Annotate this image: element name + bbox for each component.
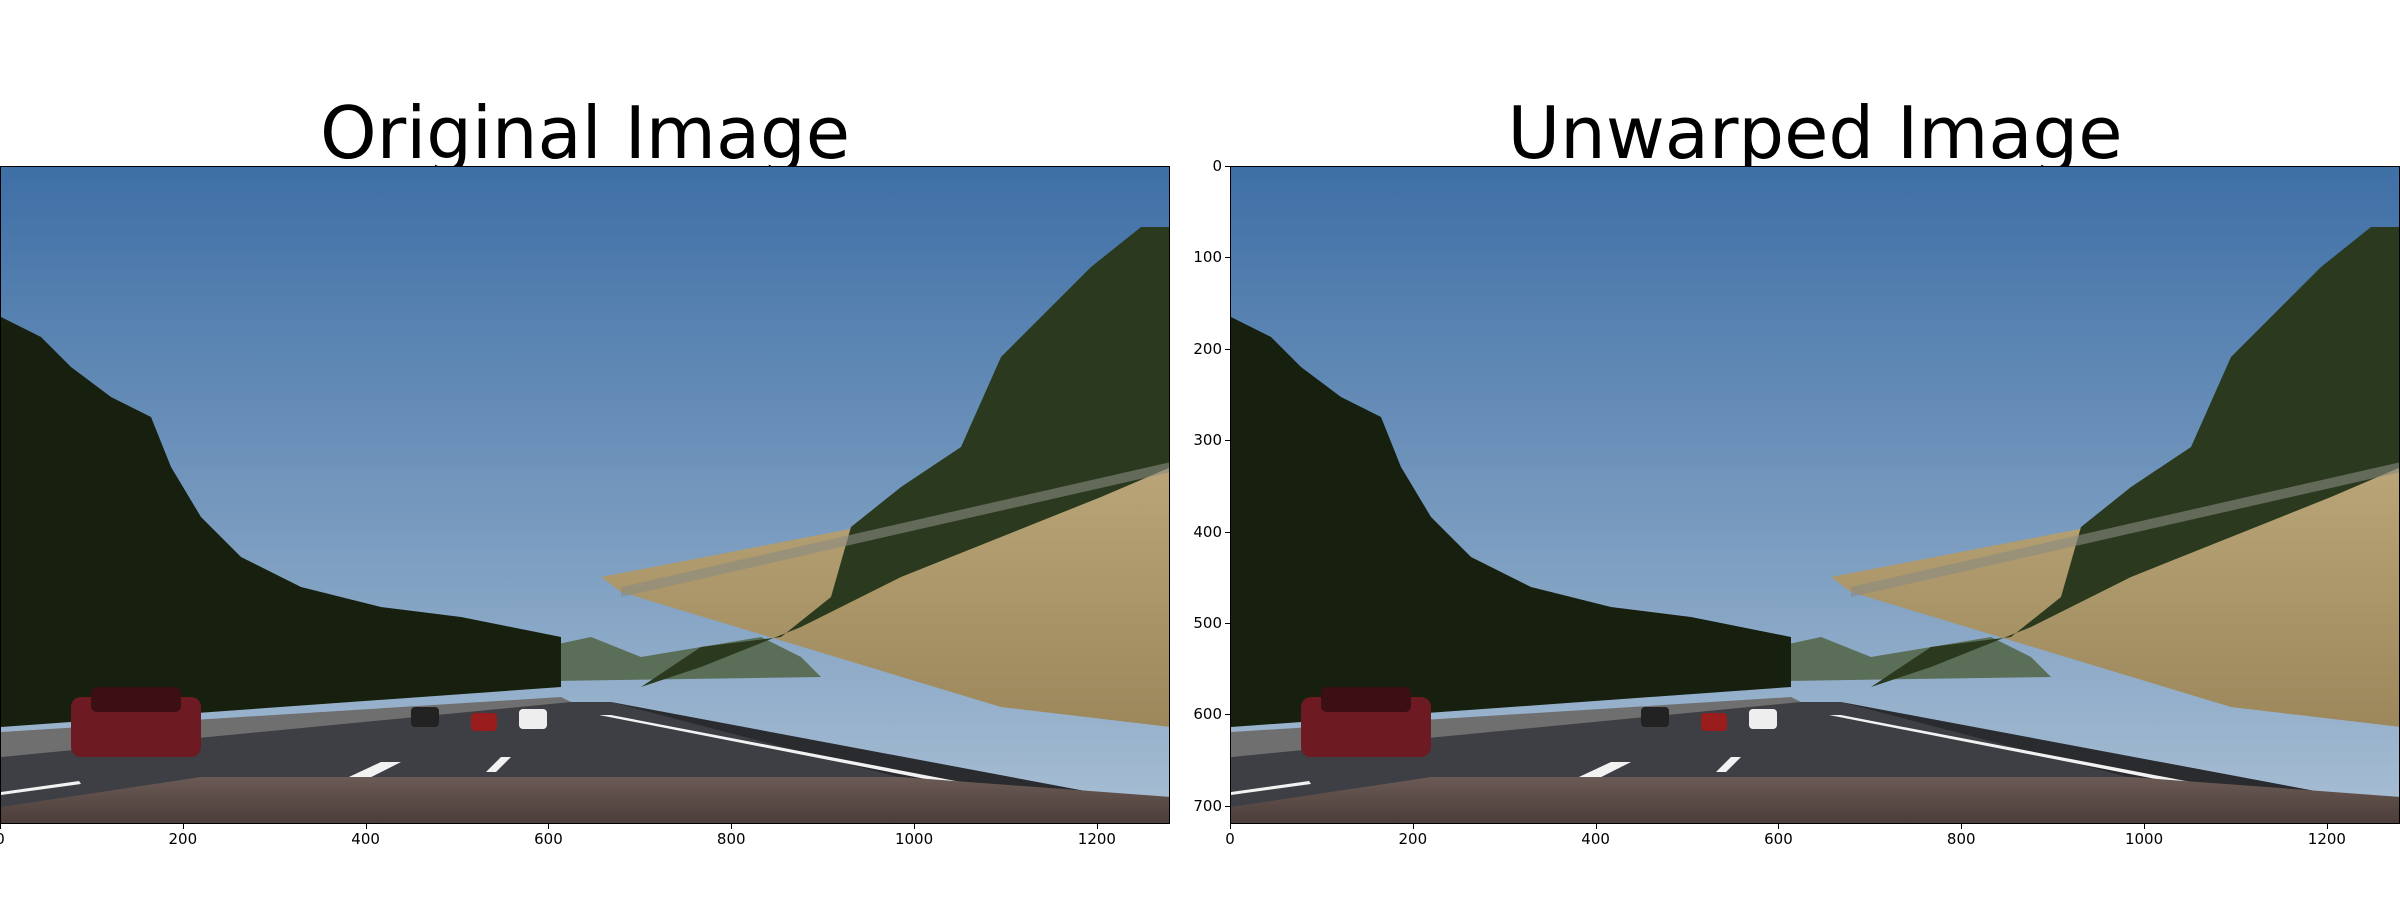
y-tick-label: 400 — [1193, 522, 1222, 541]
x-tick-label: 1200 — [2307, 830, 2346, 848]
y-tick-mark — [1225, 348, 1230, 350]
y-tick-label: 100 — [1193, 248, 1222, 267]
y-tick-label: 0 — [1212, 157, 1222, 175]
x-tick-mark — [1096, 824, 1098, 829]
x-tick-label: 200 — [168, 830, 198, 848]
x-tick-mark — [1595, 824, 1597, 829]
y-tick-mark — [1225, 714, 1230, 716]
x-tick-mark — [731, 824, 733, 829]
x-tick-mark — [914, 824, 916, 829]
y-tick-label: 700 — [1193, 796, 1222, 815]
x-tick-label: 600 — [1764, 830, 1793, 848]
y-tick-mark — [1225, 531, 1230, 533]
x-tick-label: 0 — [0, 830, 5, 848]
y-tick-label: 200 — [1193, 339, 1222, 358]
x-tick-label: 1000 — [894, 830, 934, 848]
x-tick-mark — [365, 824, 367, 829]
x-tick-label: 800 — [1946, 830, 1976, 848]
x-tick-label: 400 — [1581, 830, 1610, 848]
x-tick-mark — [1230, 824, 1231, 829]
panel-title-unwarped: Unwarped Image — [1507, 91, 2123, 175]
x-tick-label: 1000 — [2124, 830, 2164, 848]
y-tick-label: 300 — [1193, 431, 1222, 450]
y-tick-mark — [1225, 622, 1230, 624]
x-tick-label: 0 — [1225, 830, 1235, 848]
road-scene-image — [1231, 167, 2399, 823]
x-tick-mark — [1961, 824, 1963, 829]
x-tick-mark — [1778, 824, 1780, 829]
x-tick-label: 800 — [716, 830, 746, 848]
x-tick-mark — [2326, 824, 2328, 829]
y-tick-mark — [1225, 166, 1230, 167]
x-tick-mark — [182, 824, 184, 829]
original-image-panel — [0, 166, 1170, 824]
x-tick-mark — [1412, 824, 1414, 829]
y-tick-label: 600 — [1193, 705, 1222, 724]
y-tick-label: 500 — [1193, 613, 1222, 632]
y-tick-mark — [1225, 257, 1230, 259]
x-tick-label: 200 — [1398, 830, 1428, 848]
y-tick-mark — [1225, 805, 1230, 807]
x-tick-label: 600 — [534, 830, 563, 848]
road-scene-image — [1, 167, 1169, 823]
panel-title-original: Original Image — [319, 91, 851, 175]
unwarped-image-panel — [1230, 166, 2400, 824]
x-tick-mark — [548, 824, 550, 829]
y-tick-mark — [1225, 440, 1230, 442]
x-tick-label: 1200 — [1077, 830, 1116, 848]
x-tick-label: 400 — [351, 830, 380, 848]
x-tick-mark — [2144, 824, 2146, 829]
x-tick-mark — [0, 824, 1, 829]
